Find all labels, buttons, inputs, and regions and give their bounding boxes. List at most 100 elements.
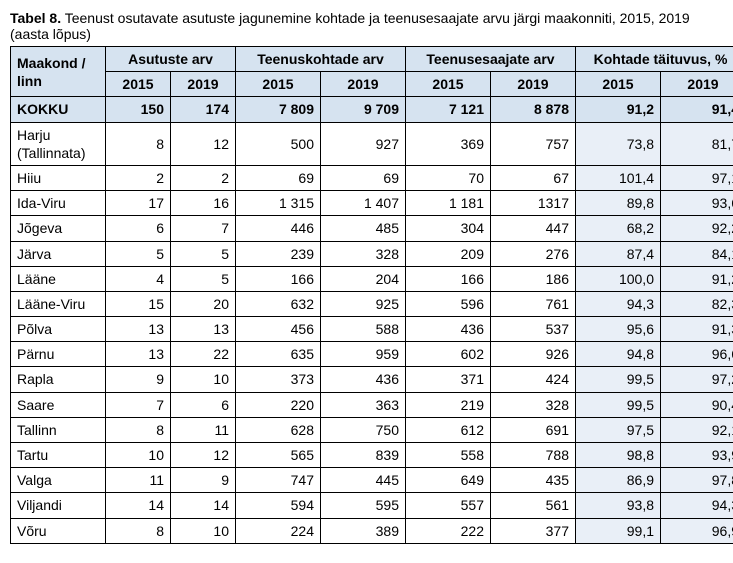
cell-recipients-2015: 602 [406,342,491,367]
cell-places-2019: 363 [321,392,406,417]
table-row: Põlva131345658843653795,691,3 [11,317,733,342]
cell-occupancy-2015: 100,0 [576,266,661,291]
cell-institutions-2019: 7 [171,216,236,241]
cell-places-2019: 1 407 [321,191,406,216]
table-row: Lääne-Viru152063292559676194,382,3 [11,291,733,316]
cell-occupancy-2015: 99,5 [576,392,661,417]
cell-places-2019: 485 [321,216,406,241]
cell-institutions-2019: 5 [171,266,236,291]
cell-recipients-2015: 436 [406,317,491,342]
cell-institutions-2019: 13 [171,317,236,342]
table-row: Tallinn81162875061269197,592,1 [11,417,733,442]
cell-institutions-2019: 9 [171,468,236,493]
cell-recipients-2015: 209 [406,241,491,266]
cell-recipients-2019: 435 [491,468,576,493]
cell-recipients-2019: 788 [491,443,576,468]
cell-institutions-2019: 12 [171,443,236,468]
cell-recipients-2015: 7 121 [406,97,491,122]
header-year: 2015 [406,72,491,97]
cell-places-2019: 588 [321,317,406,342]
header-year: 2015 [106,72,171,97]
cell-occupancy-2019: 90,4 [661,392,733,417]
row-label: Saare [11,392,106,417]
table-header: Maakond / linn Asutuste arv Teenuskohtad… [11,47,733,97]
cell-recipients-2019: 8 878 [491,97,576,122]
cell-occupancy-2015: 99,5 [576,367,661,392]
cell-institutions-2015: 15 [106,291,171,316]
header-region: Maakond / linn [11,47,106,97]
cell-places-2019: 959 [321,342,406,367]
cell-recipients-2015: 371 [406,367,491,392]
cell-occupancy-2019: 92,1 [661,417,733,442]
cell-recipients-2019: 691 [491,417,576,442]
table-row: Tartu101256583955878898,893,9 [11,443,733,468]
data-table: Maakond / linn Asutuste arv Teenuskohtad… [10,46,733,544]
cell-institutions-2015: 7 [106,392,171,417]
cell-places-2019: 69 [321,165,406,190]
cell-institutions-2019: 5 [171,241,236,266]
cell-occupancy-2015: 89,8 [576,191,661,216]
cell-recipients-2015: 70 [406,165,491,190]
row-label: Hiiu [11,165,106,190]
header-year: 2019 [321,72,406,97]
caption-rest: Teenust osutavate asutuste jagunemine ko… [10,10,690,42]
cell-occupancy-2015: 94,8 [576,342,661,367]
row-label: KOKKU [11,97,106,122]
cell-institutions-2019: 22 [171,342,236,367]
table-row: Võru81022438922237799,196,9 [11,518,733,543]
cell-institutions-2019: 14 [171,493,236,518]
cell-recipients-2015: 1 181 [406,191,491,216]
cell-occupancy-2019: 96,6 [661,342,733,367]
cell-occupancy-2019: 94,3 [661,493,733,518]
cell-occupancy-2015: 86,9 [576,468,661,493]
cell-occupancy-2015: 98,8 [576,443,661,468]
table-row: Jõgeva6744648530444768,292,2 [11,216,733,241]
table-row: Saare7622036321932899,590,4 [11,392,733,417]
cell-institutions-2019: 10 [171,518,236,543]
cell-places-2015: 628 [236,417,321,442]
cell-recipients-2019: 67 [491,165,576,190]
cell-places-2015: 224 [236,518,321,543]
cell-places-2019: 436 [321,367,406,392]
table-row: Rapla91037343637142499,597,2 [11,367,733,392]
cell-occupancy-2019: 91,4 [661,97,733,122]
cell-places-2015: 632 [236,291,321,316]
cell-places-2019: 927 [321,122,406,165]
cell-institutions-2015: 4 [106,266,171,291]
row-label: Lääne-Viru [11,291,106,316]
cell-institutions-2019: 20 [171,291,236,316]
cell-recipients-2019: 424 [491,367,576,392]
cell-institutions-2015: 2 [106,165,171,190]
row-label: Tallinn [11,417,106,442]
cell-institutions-2015: 10 [106,443,171,468]
cell-places-2019: 389 [321,518,406,543]
table-body: KOKKU1501747 8099 7097 1218 87891,291,4H… [11,97,733,543]
cell-places-2015: 565 [236,443,321,468]
cell-institutions-2015: 8 [106,518,171,543]
header-year: 2019 [491,72,576,97]
cell-institutions-2015: 14 [106,493,171,518]
row-label: Lääne [11,266,106,291]
row-label: Ida-Viru [11,191,106,216]
cell-institutions-2015: 150 [106,97,171,122]
header-group-places: Teenuskohtade arv [236,47,406,72]
cell-places-2015: 69 [236,165,321,190]
cell-occupancy-2015: 68,2 [576,216,661,241]
cell-places-2019: 925 [321,291,406,316]
cell-recipients-2019: 926 [491,342,576,367]
cell-institutions-2019: 12 [171,122,236,165]
cell-institutions-2015: 8 [106,122,171,165]
cell-recipients-2019: 757 [491,122,576,165]
cell-recipients-2015: 557 [406,493,491,518]
row-label: Valga [11,468,106,493]
cell-occupancy-2015: 95,6 [576,317,661,342]
cell-institutions-2019: 6 [171,392,236,417]
cell-institutions-2015: 5 [106,241,171,266]
table-row: Harju (Tallinnata)81250092736975773,881,… [11,122,733,165]
cell-occupancy-2015: 73,8 [576,122,661,165]
cell-institutions-2015: 9 [106,367,171,392]
cell-recipients-2019: 447 [491,216,576,241]
cell-occupancy-2015: 101,4 [576,165,661,190]
cell-places-2019: 595 [321,493,406,518]
cell-places-2015: 747 [236,468,321,493]
